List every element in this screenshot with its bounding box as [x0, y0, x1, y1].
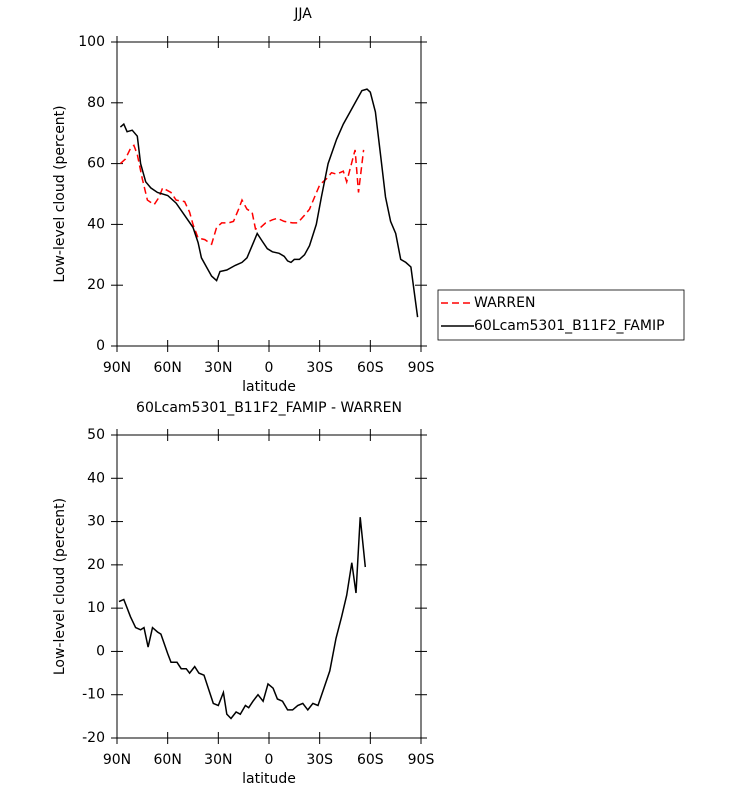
chart-title: JJA [293, 6, 312, 22]
x-tick-label: 0 [265, 360, 274, 376]
legend-label: 60Lcam5301_B11F2_FAMIP [474, 318, 665, 334]
x-tick-label: 30S [306, 752, 333, 768]
data-line [118, 517, 367, 720]
y-tick-label: 50 [87, 427, 105, 443]
plot-frame [116, 434, 422, 739]
x-tick-label: 0 [265, 752, 274, 768]
x-tick-label: 90N [103, 360, 131, 376]
x-tick-label: 60N [154, 360, 182, 376]
y-tick-label: 40 [87, 470, 105, 486]
x-tick-label: 60S [357, 360, 384, 376]
y-tick-label: -20 [82, 730, 105, 746]
x-tick-label: 30N [204, 360, 232, 376]
x-tick-label: 30N [204, 752, 232, 768]
x-tick-label: 60N [154, 752, 182, 768]
y-tick-label: 40 [87, 216, 105, 232]
x-tick-label: 60S [357, 752, 384, 768]
x-tick-label: 90N [103, 752, 131, 768]
y-tick-label: 100 [78, 34, 105, 50]
x-tick-label: 90S [408, 360, 435, 376]
y-axis-label: Low-level cloud (percent) [52, 498, 68, 675]
y-tick-label: 10 [87, 600, 105, 616]
x-tick-label: 90S [408, 752, 435, 768]
chart-title: 60Lcam5301_B11F2_FAMIP - WARREN [136, 400, 402, 416]
y-tick-label: 20 [87, 277, 105, 293]
data-line [119, 88, 419, 318]
y-tick-label: 60 [87, 156, 105, 172]
y-tick-label: 0 [96, 643, 105, 659]
y-tick-label: 30 [87, 514, 105, 530]
x-tick-label: 30S [306, 360, 333, 376]
y-tick-label: 20 [87, 557, 105, 573]
x-axis-label: latitude [242, 771, 296, 787]
legend-label: WARREN [474, 295, 535, 311]
data-line [119, 144, 365, 246]
y-axis-label: Low-level cloud (percent) [52, 105, 68, 282]
y-tick-label: 80 [87, 95, 105, 111]
y-tick-label: -10 [82, 687, 105, 703]
legend-box [437, 289, 685, 341]
x-axis-label: latitude [242, 379, 296, 395]
y-tick-label: 0 [96, 338, 105, 354]
